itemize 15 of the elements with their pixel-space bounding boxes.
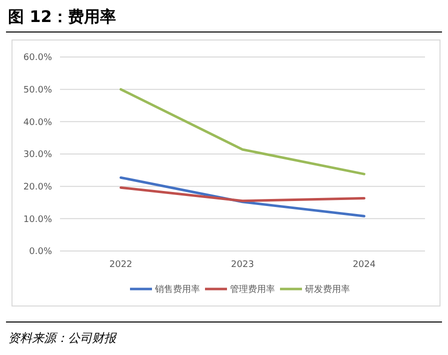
text: 资料来源：公司财报 [8, 331, 117, 345]
y-tick-label: 20.0% [23, 182, 52, 192]
legend-label: 管理费用率 [230, 284, 275, 296]
x-tick-label: 2024 [352, 260, 376, 270]
y-tick-label: 30.0% [23, 150, 52, 160]
x-tick-label: 2023 [231, 260, 254, 270]
legend-label: 研发费用率 [305, 284, 350, 296]
y-tick-label: 50.0% [23, 85, 52, 96]
y-tick-label: 40.0% [23, 118, 52, 128]
y-tick-label: 10.0% [23, 214, 52, 225]
legend-label: 销售费用率 [154, 284, 200, 296]
chart-title: 图 12：费用率 [8, 7, 116, 26]
y-tick-label: 0.0% [29, 247, 52, 258]
x-tick-label: 2022 [109, 260, 132, 270]
y-tick-label: 60.0% [23, 53, 52, 64]
